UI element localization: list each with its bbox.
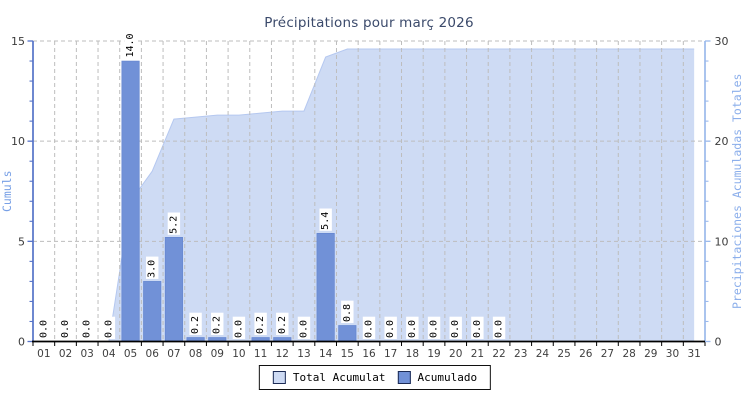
chart-title: Précipitations pour març 2026: [264, 15, 474, 31]
svg-text:5.2: 5.2: [168, 216, 179, 234]
svg-text:0.0: 0.0: [82, 320, 93, 338]
svg-text:29: 29: [644, 348, 657, 360]
svg-text:30: 30: [666, 348, 679, 360]
svg-text:17: 17: [384, 348, 397, 360]
svg-text:15: 15: [341, 348, 354, 360]
svg-text:15: 15: [11, 35, 25, 48]
legend-swatch-total-acumulat: [272, 371, 286, 384]
svg-text:20: 20: [449, 348, 462, 360]
legend-item-acumulado: Acumulado: [397, 371, 478, 384]
svg-text:0.0: 0.0: [494, 320, 505, 338]
svg-text:5: 5: [18, 235, 25, 248]
svg-text:0.0: 0.0: [233, 320, 244, 338]
svg-text:5.4: 5.4: [320, 212, 331, 230]
legend-item-total-acumulat: Total Acumulat: [272, 371, 386, 384]
svg-text:Cumuls: Cumuls: [0, 170, 14, 212]
svg-text:0.0: 0.0: [103, 320, 114, 338]
svg-text:21: 21: [471, 348, 484, 360]
svg-text:Precipitaciones Acumuladas Tot: Precipitaciones Acumuladas Totales: [730, 74, 744, 309]
svg-text:14: 14: [319, 348, 333, 360]
svg-text:13: 13: [297, 348, 310, 360]
legend-swatch-acumulado: [397, 371, 411, 384]
svg-text:22: 22: [492, 348, 505, 360]
svg-text:04: 04: [102, 348, 116, 360]
legend-label-acumulado: Acumulado: [417, 371, 478, 384]
svg-text:14.0: 14.0: [125, 33, 136, 57]
svg-text:20: 20: [715, 135, 729, 148]
svg-text:0.0: 0.0: [60, 320, 71, 338]
svg-text:01: 01: [37, 348, 50, 360]
svg-text:05: 05: [124, 348, 137, 360]
svg-text:26: 26: [579, 348, 593, 360]
svg-text:09: 09: [211, 348, 224, 360]
svg-text:0.2: 0.2: [190, 316, 201, 334]
svg-text:0: 0: [18, 336, 25, 349]
svg-text:0.2: 0.2: [212, 316, 223, 334]
svg-text:06: 06: [146, 348, 160, 360]
svg-text:11: 11: [254, 348, 267, 360]
svg-text:19: 19: [427, 348, 440, 360]
svg-text:25: 25: [557, 348, 570, 360]
svg-text:0.8: 0.8: [342, 304, 353, 322]
svg-text:0: 0: [715, 336, 722, 349]
svg-text:16: 16: [362, 348, 376, 360]
svg-text:02: 02: [59, 348, 72, 360]
svg-text:0.0: 0.0: [385, 320, 396, 338]
svg-text:0.2: 0.2: [255, 316, 266, 334]
svg-text:0.2: 0.2: [277, 316, 288, 334]
svg-text:10: 10: [11, 135, 25, 148]
svg-text:08: 08: [189, 348, 202, 360]
legend-label-total-acumulat: Total Acumulat: [292, 371, 386, 384]
svg-text:23: 23: [514, 348, 527, 360]
svg-text:0.0: 0.0: [298, 320, 309, 338]
svg-text:03: 03: [81, 348, 94, 360]
svg-text:24: 24: [536, 348, 550, 360]
svg-text:0.0: 0.0: [429, 320, 440, 338]
svg-text:31: 31: [687, 348, 700, 360]
svg-text:0.0: 0.0: [407, 320, 418, 338]
svg-text:10: 10: [715, 235, 729, 248]
svg-text:18: 18: [406, 348, 419, 360]
svg-text:0.0: 0.0: [38, 320, 49, 338]
svg-text:27: 27: [601, 348, 614, 360]
svg-text:30: 30: [715, 35, 729, 48]
svg-text:10: 10: [232, 348, 245, 360]
svg-text:0.0: 0.0: [472, 320, 483, 338]
svg-text:28: 28: [622, 348, 635, 360]
svg-text:07: 07: [167, 348, 180, 360]
svg-text:12: 12: [276, 348, 289, 360]
svg-text:0.0: 0.0: [450, 320, 461, 338]
svg-text:0.0: 0.0: [364, 320, 375, 338]
legend: Total Acumulat Acumulado: [258, 365, 492, 390]
svg-text:3.0: 3.0: [147, 260, 158, 278]
